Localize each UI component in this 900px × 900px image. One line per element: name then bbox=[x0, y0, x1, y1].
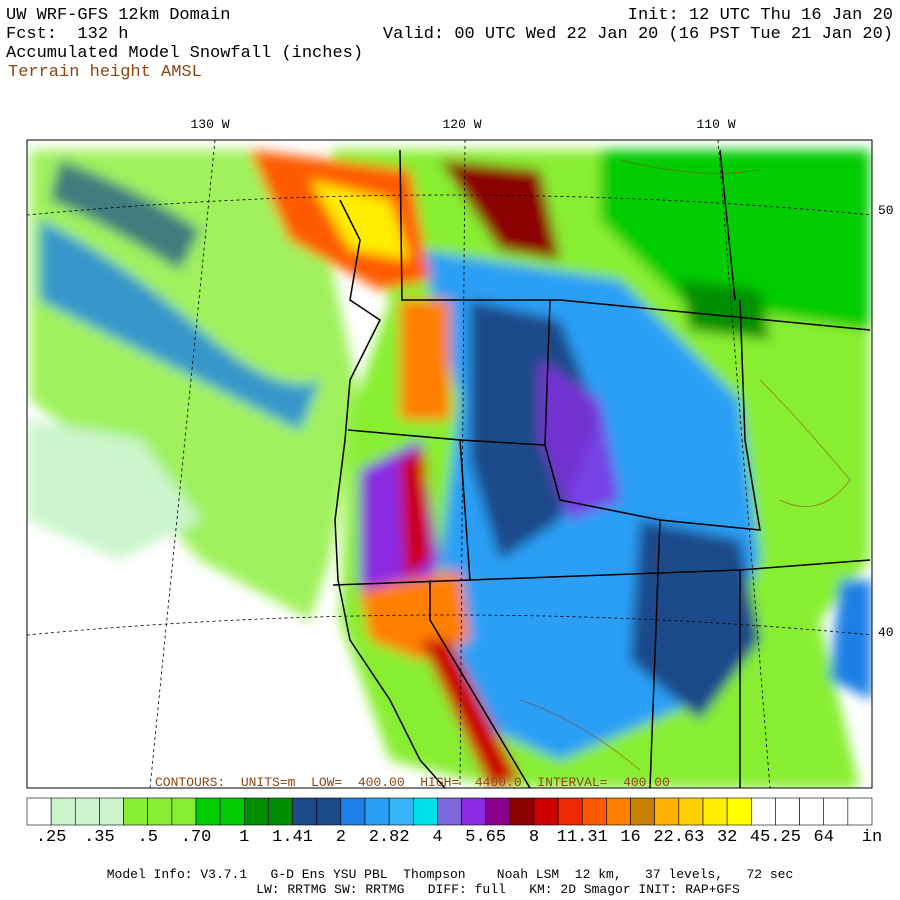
colorbar-label: 22.63 bbox=[653, 828, 704, 847]
colorbar-swatch bbox=[557, 797, 583, 826]
colorbar-swatch bbox=[437, 797, 462, 826]
colorbar-label: 2.82 bbox=[369, 828, 410, 847]
colorbar-swatch bbox=[243, 797, 269, 826]
colorbar-swatch bbox=[219, 797, 245, 826]
colorbar-swatch bbox=[654, 797, 680, 826]
colorbar-label: 1 bbox=[239, 828, 249, 847]
colorbar-swatch bbox=[26, 797, 52, 826]
colorbar-swatch bbox=[726, 797, 752, 826]
colorbar-swatch bbox=[775, 797, 800, 826]
colorbar-swatch bbox=[147, 797, 173, 826]
colorbar-label: 16 bbox=[620, 828, 640, 847]
colorbar-label: 64 bbox=[814, 828, 834, 847]
longitude-label: 130 W bbox=[190, 117, 229, 132]
colorbar-swatch bbox=[678, 797, 704, 826]
colorbar-unit: in bbox=[862, 828, 882, 847]
contour-note: CONTOURS: UNITS=m LOW= 400.00 HIGH= 4400… bbox=[155, 775, 670, 790]
colorbar-swatch bbox=[581, 797, 607, 826]
colorbar-label: .35 bbox=[84, 828, 115, 847]
colorbar-swatch bbox=[268, 797, 293, 826]
colorbar-swatch bbox=[606, 797, 631, 826]
colorbar-swatch bbox=[195, 797, 221, 826]
colorbar-swatch bbox=[292, 797, 318, 826]
colorbar-swatch bbox=[750, 797, 776, 826]
colorbar-label: 11.31 bbox=[557, 828, 608, 847]
colorbar-label: 4 bbox=[432, 828, 442, 847]
colorbar-swatch bbox=[171, 797, 197, 826]
colorbar-swatch bbox=[50, 797, 76, 826]
field-title: Accumulated Model Snowfall (inches) bbox=[6, 44, 363, 63]
colorbar-label: .70 bbox=[181, 828, 212, 847]
colorbar-label: 45.25 bbox=[750, 828, 801, 847]
model-title: UW WRF-GFS 12km Domain bbox=[6, 6, 230, 25]
longitude-label: 120 W bbox=[442, 117, 481, 132]
latitude-label: 40 bbox=[878, 625, 894, 640]
colorbar-swatch bbox=[702, 797, 728, 826]
colorbar-swatch bbox=[461, 797, 487, 826]
colorbar-swatch bbox=[123, 797, 149, 826]
colorbar-label: 32 bbox=[717, 828, 737, 847]
map: CONTOURS: UNITS=m LOW= 400.00 HIGH= 4400… bbox=[27, 140, 872, 790]
map-frame bbox=[26, 139, 873, 789]
colorbar-swatch bbox=[316, 797, 342, 826]
contour-title: Terrain height AMSL bbox=[8, 63, 202, 82]
colorbar: .25 .35 .5 .70 1 1.41 2 2.82 4 5.65 8 11.31 16 22.63 3… bbox=[26, 797, 882, 847]
colorbar-swatch bbox=[412, 797, 438, 826]
init-time: Init: 12 UTC Thu 16 Jan 20 bbox=[628, 6, 893, 25]
colorbar-label: 8 bbox=[529, 828, 539, 847]
colorbar-swatch bbox=[847, 797, 873, 826]
colorbar-label: 2 bbox=[336, 828, 346, 847]
colorbar-label: .25 bbox=[36, 828, 67, 847]
colorbar-label: .5 bbox=[138, 828, 158, 847]
longitude-label: 110 W bbox=[696, 117, 735, 132]
colorbar-swatch bbox=[630, 797, 656, 826]
colorbar-swatch bbox=[533, 797, 559, 826]
colorbar-swatch bbox=[99, 797, 124, 826]
colorbar-swatch bbox=[340, 797, 366, 826]
latitude-label: 50 bbox=[878, 203, 894, 218]
colorbar-swatch bbox=[799, 797, 825, 826]
colorbar-swatch bbox=[364, 797, 390, 826]
physics-info: LW: RRTMG SW: RRTMG DIFF: full KM: 2D Sm… bbox=[256, 882, 740, 897]
colorbar-swatch bbox=[823, 797, 849, 826]
colorbar-label: 5.65 bbox=[465, 828, 506, 847]
colorbar-label: 1.41 bbox=[272, 828, 313, 847]
forecast-hour: Fcst: 132 h bbox=[6, 25, 128, 44]
colorbar-swatch bbox=[388, 797, 414, 826]
model-info: Model Info: V3.7.1 G-D Ens YSU PBL Thomp… bbox=[107, 867, 794, 882]
colorbar-swatch bbox=[485, 797, 511, 826]
colorbar-swatch bbox=[74, 797, 100, 826]
valid-time: Valid: 00 UTC Wed 22 Jan 20 (16 PST Tue … bbox=[383, 25, 893, 44]
colorbar-swatch bbox=[509, 797, 535, 826]
